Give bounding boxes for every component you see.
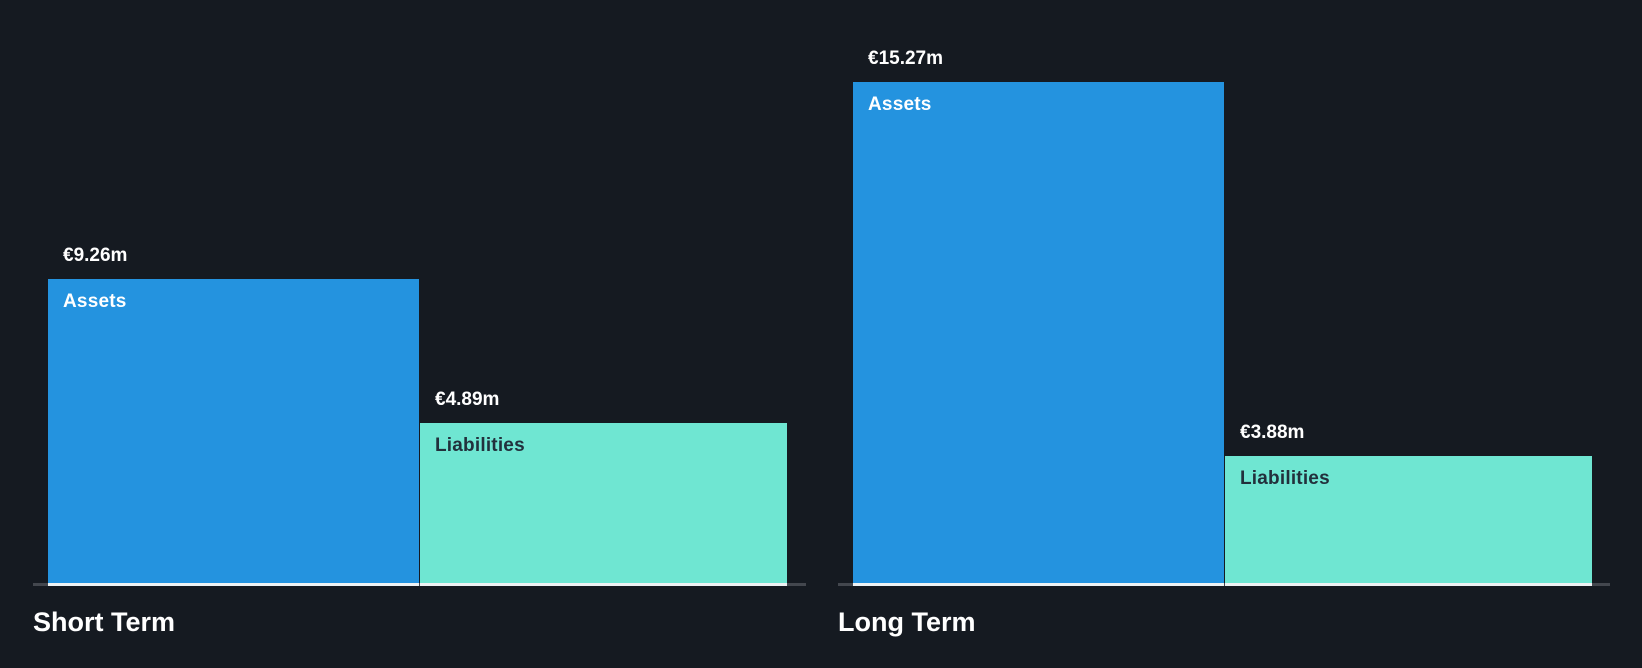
bar-liabilities[interactable]: Liabilities [1225,456,1592,583]
short-term-chart: Assets €9.26m Liabilities €4.89m Short Term [33,0,806,668]
bar-series-label: Liabilities [435,435,525,456]
bar-value-label: €3.88m [1240,422,1305,443]
short-term-plot: Assets €9.26m Liabilities €4.89m [33,0,806,586]
x-axis-line [33,583,806,586]
chart-title-short-term: Short Term [33,607,176,637]
chart-title-long-term: Long Term [838,607,976,637]
bar-assets[interactable]: Assets [853,82,1224,583]
bar-assets[interactable]: Assets [48,279,419,583]
bar-series-label: Assets [868,94,932,115]
x-axis-line [838,583,1610,586]
long-term-chart: Assets €15.27m Liabilities €3.88m Long Term [838,0,1610,668]
long-term-plot: Assets €15.27m Liabilities €3.88m [838,0,1610,586]
bar-value-label: €15.27m [868,48,944,69]
bar-liabilities[interactable]: Liabilities [420,423,787,583]
bar-value-label: €4.89m [435,389,500,410]
bar-value-label: €9.26m [63,245,128,266]
bar-series-label: Assets [63,291,127,312]
bar-series-label: Liabilities [1240,468,1330,489]
